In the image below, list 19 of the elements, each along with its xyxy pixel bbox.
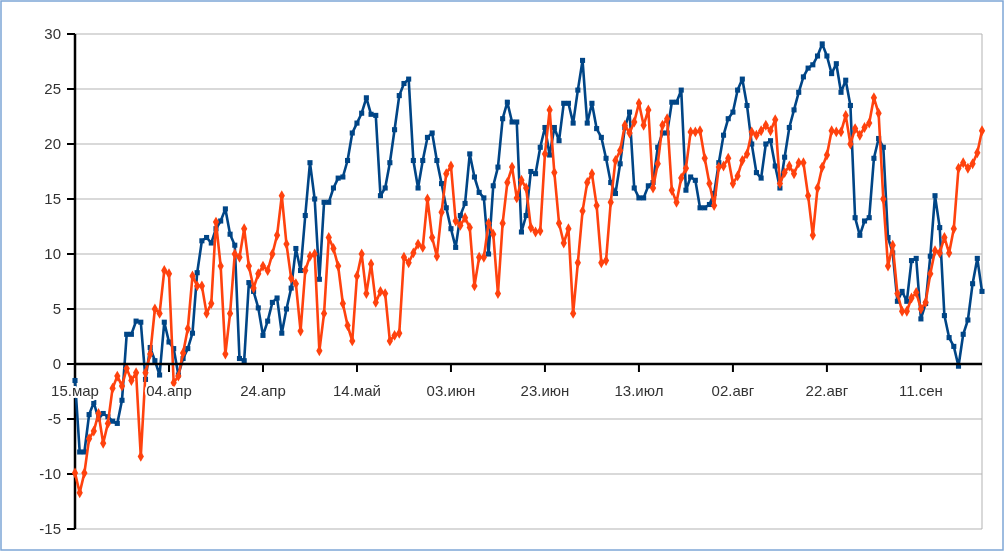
- y-tick-label: 5: [52, 300, 61, 318]
- x-tick-label: 04.апр: [146, 382, 192, 399]
- y-tick-label: 0: [52, 355, 61, 373]
- x-tick-label: 11.сен: [898, 382, 943, 399]
- x-tick-label: 24.апр: [240, 382, 286, 399]
- y-tick-label: -5: [47, 410, 61, 428]
- x-tick-label: 22.авг: [805, 382, 849, 399]
- y-tick-label: 25: [44, 80, 61, 98]
- y-tick-label: 15: [44, 190, 61, 208]
- x-tick-label: 02.авг: [711, 382, 755, 399]
- x-tick-label: 13.июл: [614, 382, 664, 399]
- y-tick-label: -15: [39, 520, 61, 538]
- y-tick-label: 30: [44, 25, 61, 43]
- x-tick-label: 14.май: [333, 382, 381, 399]
- x-tick-label: 03.июн: [426, 382, 476, 399]
- y-tick-label: 20: [44, 135, 61, 153]
- y-tick-label: 10: [44, 245, 61, 263]
- x-tick-label: 23.июн: [520, 382, 570, 399]
- y-tick-label: -10: [39, 465, 61, 483]
